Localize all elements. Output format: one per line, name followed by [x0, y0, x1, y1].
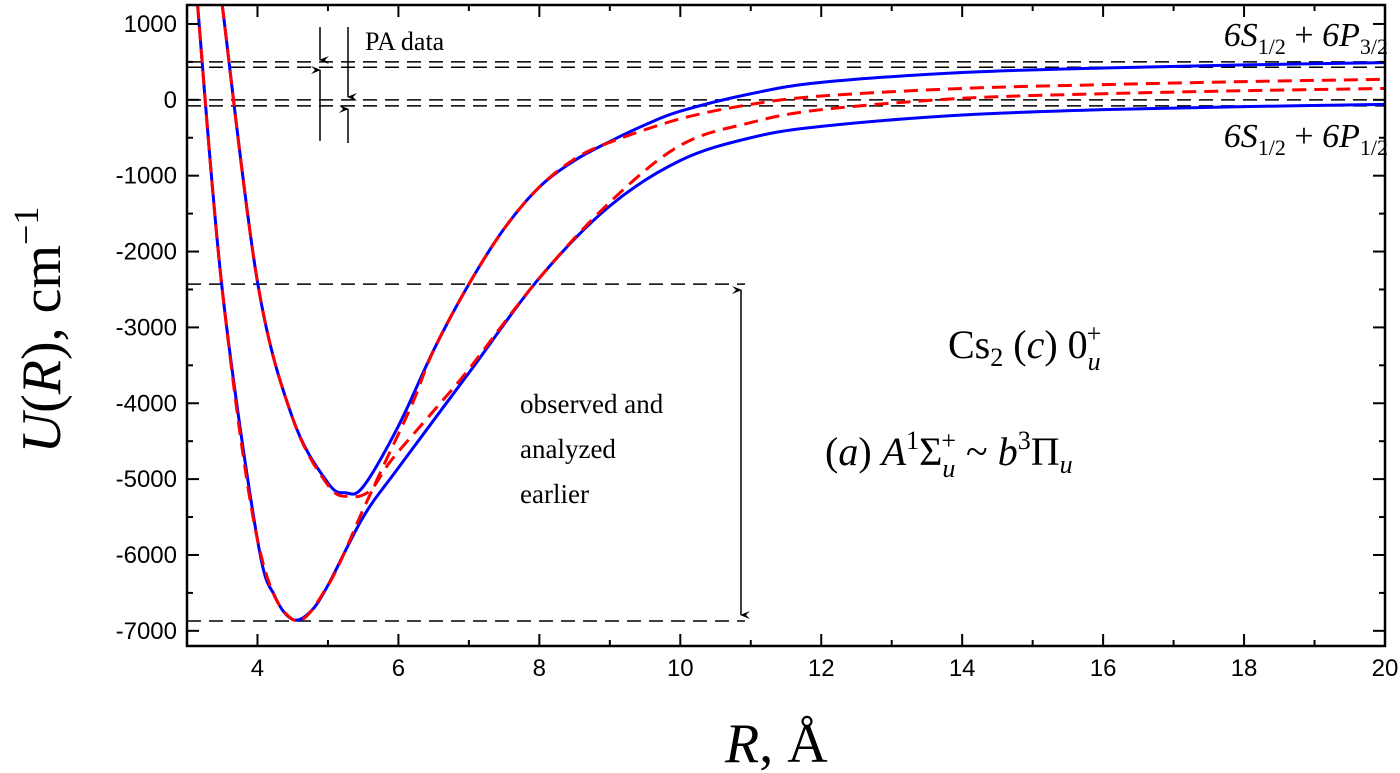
x-tick-label: 18 [1231, 655, 1258, 682]
y-tick-label: -3000 [116, 314, 177, 341]
x-tick-label: 6 [392, 655, 405, 682]
y-axis-label: U(R), cm−1 [6, 207, 73, 454]
asymptote-lower-label: 6S1/2 + 6P1/2 [1224, 118, 1388, 160]
y-tick-label: 1000 [124, 11, 177, 38]
x-tick-label: 8 [533, 655, 546, 682]
x-tick-label: 16 [1090, 655, 1117, 682]
x-tick-label: 10 [667, 655, 694, 682]
y-tick-label: -1000 [116, 163, 177, 190]
x-tick-label: 20 [1372, 655, 1399, 682]
x-tick-label: 14 [949, 655, 976, 682]
observed-label-3: earlier [520, 479, 589, 509]
adiabatic-curve-2 [196, 5, 1385, 622]
asymptote-upper-label: 6S1/2 + 6P3/2 [1224, 17, 1388, 59]
y-tick-label: -5000 [116, 466, 177, 493]
observed-label-1: observed and [520, 389, 664, 419]
y-tick-label: -6000 [116, 542, 177, 569]
molecule-label: Cs2 (c) 0u+ [948, 319, 1101, 376]
adiabatic-curve-1 [220, 5, 1385, 496]
y-tick-label: -7000 [116, 618, 177, 645]
diabatic-curve-2 [220, 5, 1385, 499]
pa-arrows [311, 27, 750, 619]
diabatic-curve-1 [196, 5, 1385, 623]
y-tick-label: 0 [164, 87, 177, 114]
plot-frame [185, 3, 1387, 648]
states-label: (a) A1Σu+ ~ b3Πu [825, 426, 1073, 483]
curves [196, 5, 1385, 623]
reference-lines [187, 61, 1385, 622]
x-axis-label: R, Å [724, 713, 828, 773]
x-tick-label: 12 [808, 655, 835, 682]
pa-data-label: PA data [365, 27, 445, 56]
y-tick-label: -2000 [116, 239, 177, 266]
observed-label-2: analyzed [520, 434, 616, 464]
y-tick-label: -4000 [116, 390, 177, 417]
x-tick-label: 4 [251, 655, 264, 682]
ticks: 4 6 8 10 12 14 16 18 20 1000 0 -1000 -2000 -3000 -4000… [116, 5, 1399, 682]
